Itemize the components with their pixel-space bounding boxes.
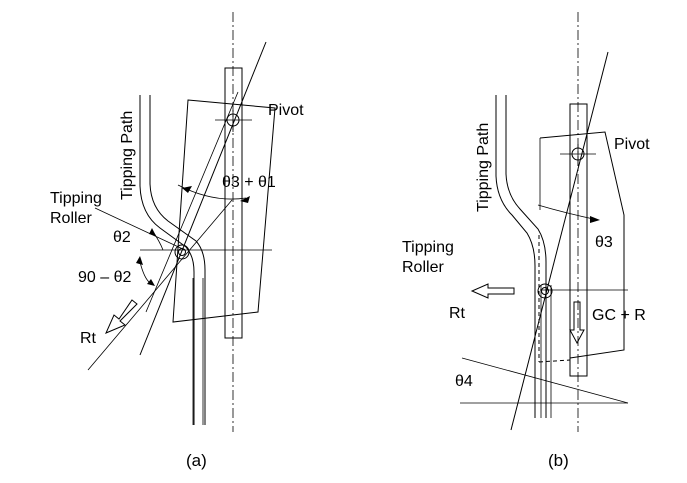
roller-label-line2-b: Roller bbox=[402, 259, 444, 276]
tipping-roller-a bbox=[174, 244, 190, 260]
roller-label-line2-a: Roller bbox=[50, 210, 92, 227]
normal-line-a bbox=[87, 199, 233, 371]
theta4-ref-line1-b bbox=[461, 357, 629, 404]
tipping-path-rail-inner-b bbox=[505, 95, 547, 418]
theta3-label-b: θ3 bbox=[595, 234, 613, 251]
carrier-body-a bbox=[172, 99, 276, 323]
force-label-b: Rt bbox=[449, 305, 466, 322]
force-arrow-rt-a bbox=[105, 299, 138, 334]
panel-a: Tipping Path Pivot Tipping Roller θ3 + θ… bbox=[50, 12, 304, 470]
load-label-b: GC + R bbox=[592, 307, 646, 324]
tipping-path-rail-inner-a bbox=[149, 95, 206, 425]
pivot-label-a: Pivot bbox=[268, 102, 304, 119]
pivot-label-b: Pivot bbox=[614, 136, 650, 153]
panel-b: Tipping Path Pivot Tipping Roller θ3 θ4 … bbox=[402, 12, 650, 470]
force-arrow-rt-b bbox=[470, 283, 515, 299]
tipping-path-label-a: Tipping Path bbox=[119, 111, 136, 200]
inclined-line-b bbox=[510, 51, 609, 431]
tipping-path-rail-outer-a bbox=[139, 95, 195, 425]
inclined-line-a bbox=[139, 41, 267, 356]
tipping-roller-b bbox=[537, 283, 553, 299]
roller-label-line1-b: Tipping bbox=[402, 239, 454, 256]
tipping-path-rail-outer-b bbox=[495, 95, 536, 418]
tipping-path-label-b: Tipping Path bbox=[475, 123, 492, 212]
vertical-arm-b bbox=[569, 103, 588, 377]
caption-b: (b) bbox=[548, 451, 569, 470]
load-arrow-gc-b bbox=[569, 301, 585, 345]
pivot-circle-a bbox=[226, 113, 240, 127]
theta2-label-a: θ2 bbox=[113, 229, 131, 246]
angle-90-label-a: 90 – θ2 bbox=[78, 269, 131, 286]
roller-label-line1-a: Tipping bbox=[50, 190, 102, 207]
angle-sum-label-a: θ3 + θ1 bbox=[222, 174, 276, 191]
theta4-label-b: θ4 bbox=[455, 373, 473, 390]
tipping-path-rail-inner2-a bbox=[192, 278, 204, 425]
vertical-arm-a bbox=[224, 67, 243, 339]
carrier-body-b bbox=[539, 131, 625, 359]
pivot-circle-b bbox=[571, 147, 585, 161]
caption-a: (a) bbox=[186, 451, 207, 470]
force-label-a: Rt bbox=[80, 330, 97, 347]
